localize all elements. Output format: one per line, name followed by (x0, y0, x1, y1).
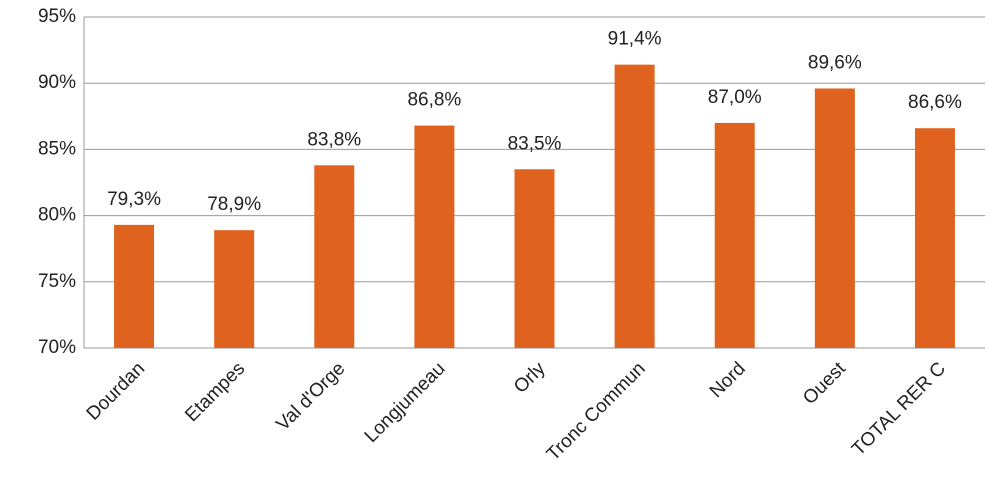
value-label: 78,9% (207, 194, 261, 215)
bar (114, 224, 155, 348)
y-tick-label: 85% (38, 138, 76, 159)
y-tick-label: 95% (38, 6, 76, 27)
x-tick-label: Orly (510, 358, 550, 398)
x-tick-label: Tronc Commun (543, 358, 650, 465)
value-label: 86,8% (407, 90, 461, 111)
bar (814, 88, 855, 348)
x-tick-label: Longjumeau (361, 358, 450, 447)
x-tick-label: Ouest (799, 358, 850, 409)
bar (614, 64, 655, 348)
value-label: 86,6% (908, 92, 962, 113)
bar (214, 230, 255, 348)
value-label: 79,3% (107, 189, 161, 210)
x-tick-label: Nord (706, 358, 750, 402)
bar (914, 128, 955, 348)
y-tick-label: 75% (38, 271, 76, 292)
bar (514, 169, 555, 348)
y-tick-label: 80% (38, 205, 76, 226)
bar (314, 165, 355, 348)
y-tick-label: 70% (38, 337, 76, 358)
x-tick-label: Val d'Orge (272, 358, 349, 435)
y-tick-label: 90% (38, 72, 76, 93)
bar (414, 125, 455, 349)
x-tick-label: Etampes (181, 358, 249, 426)
value-label: 87,0% (708, 87, 762, 108)
x-tick-label: Dourdan (83, 358, 149, 424)
bar (714, 122, 755, 348)
value-label: 89,6% (808, 53, 862, 74)
x-tick-label: TOTAL RER C (848, 358, 950, 460)
value-label: 83,8% (307, 129, 361, 150)
value-label: 83,5% (508, 133, 562, 154)
value-label: 91,4% (608, 29, 662, 50)
